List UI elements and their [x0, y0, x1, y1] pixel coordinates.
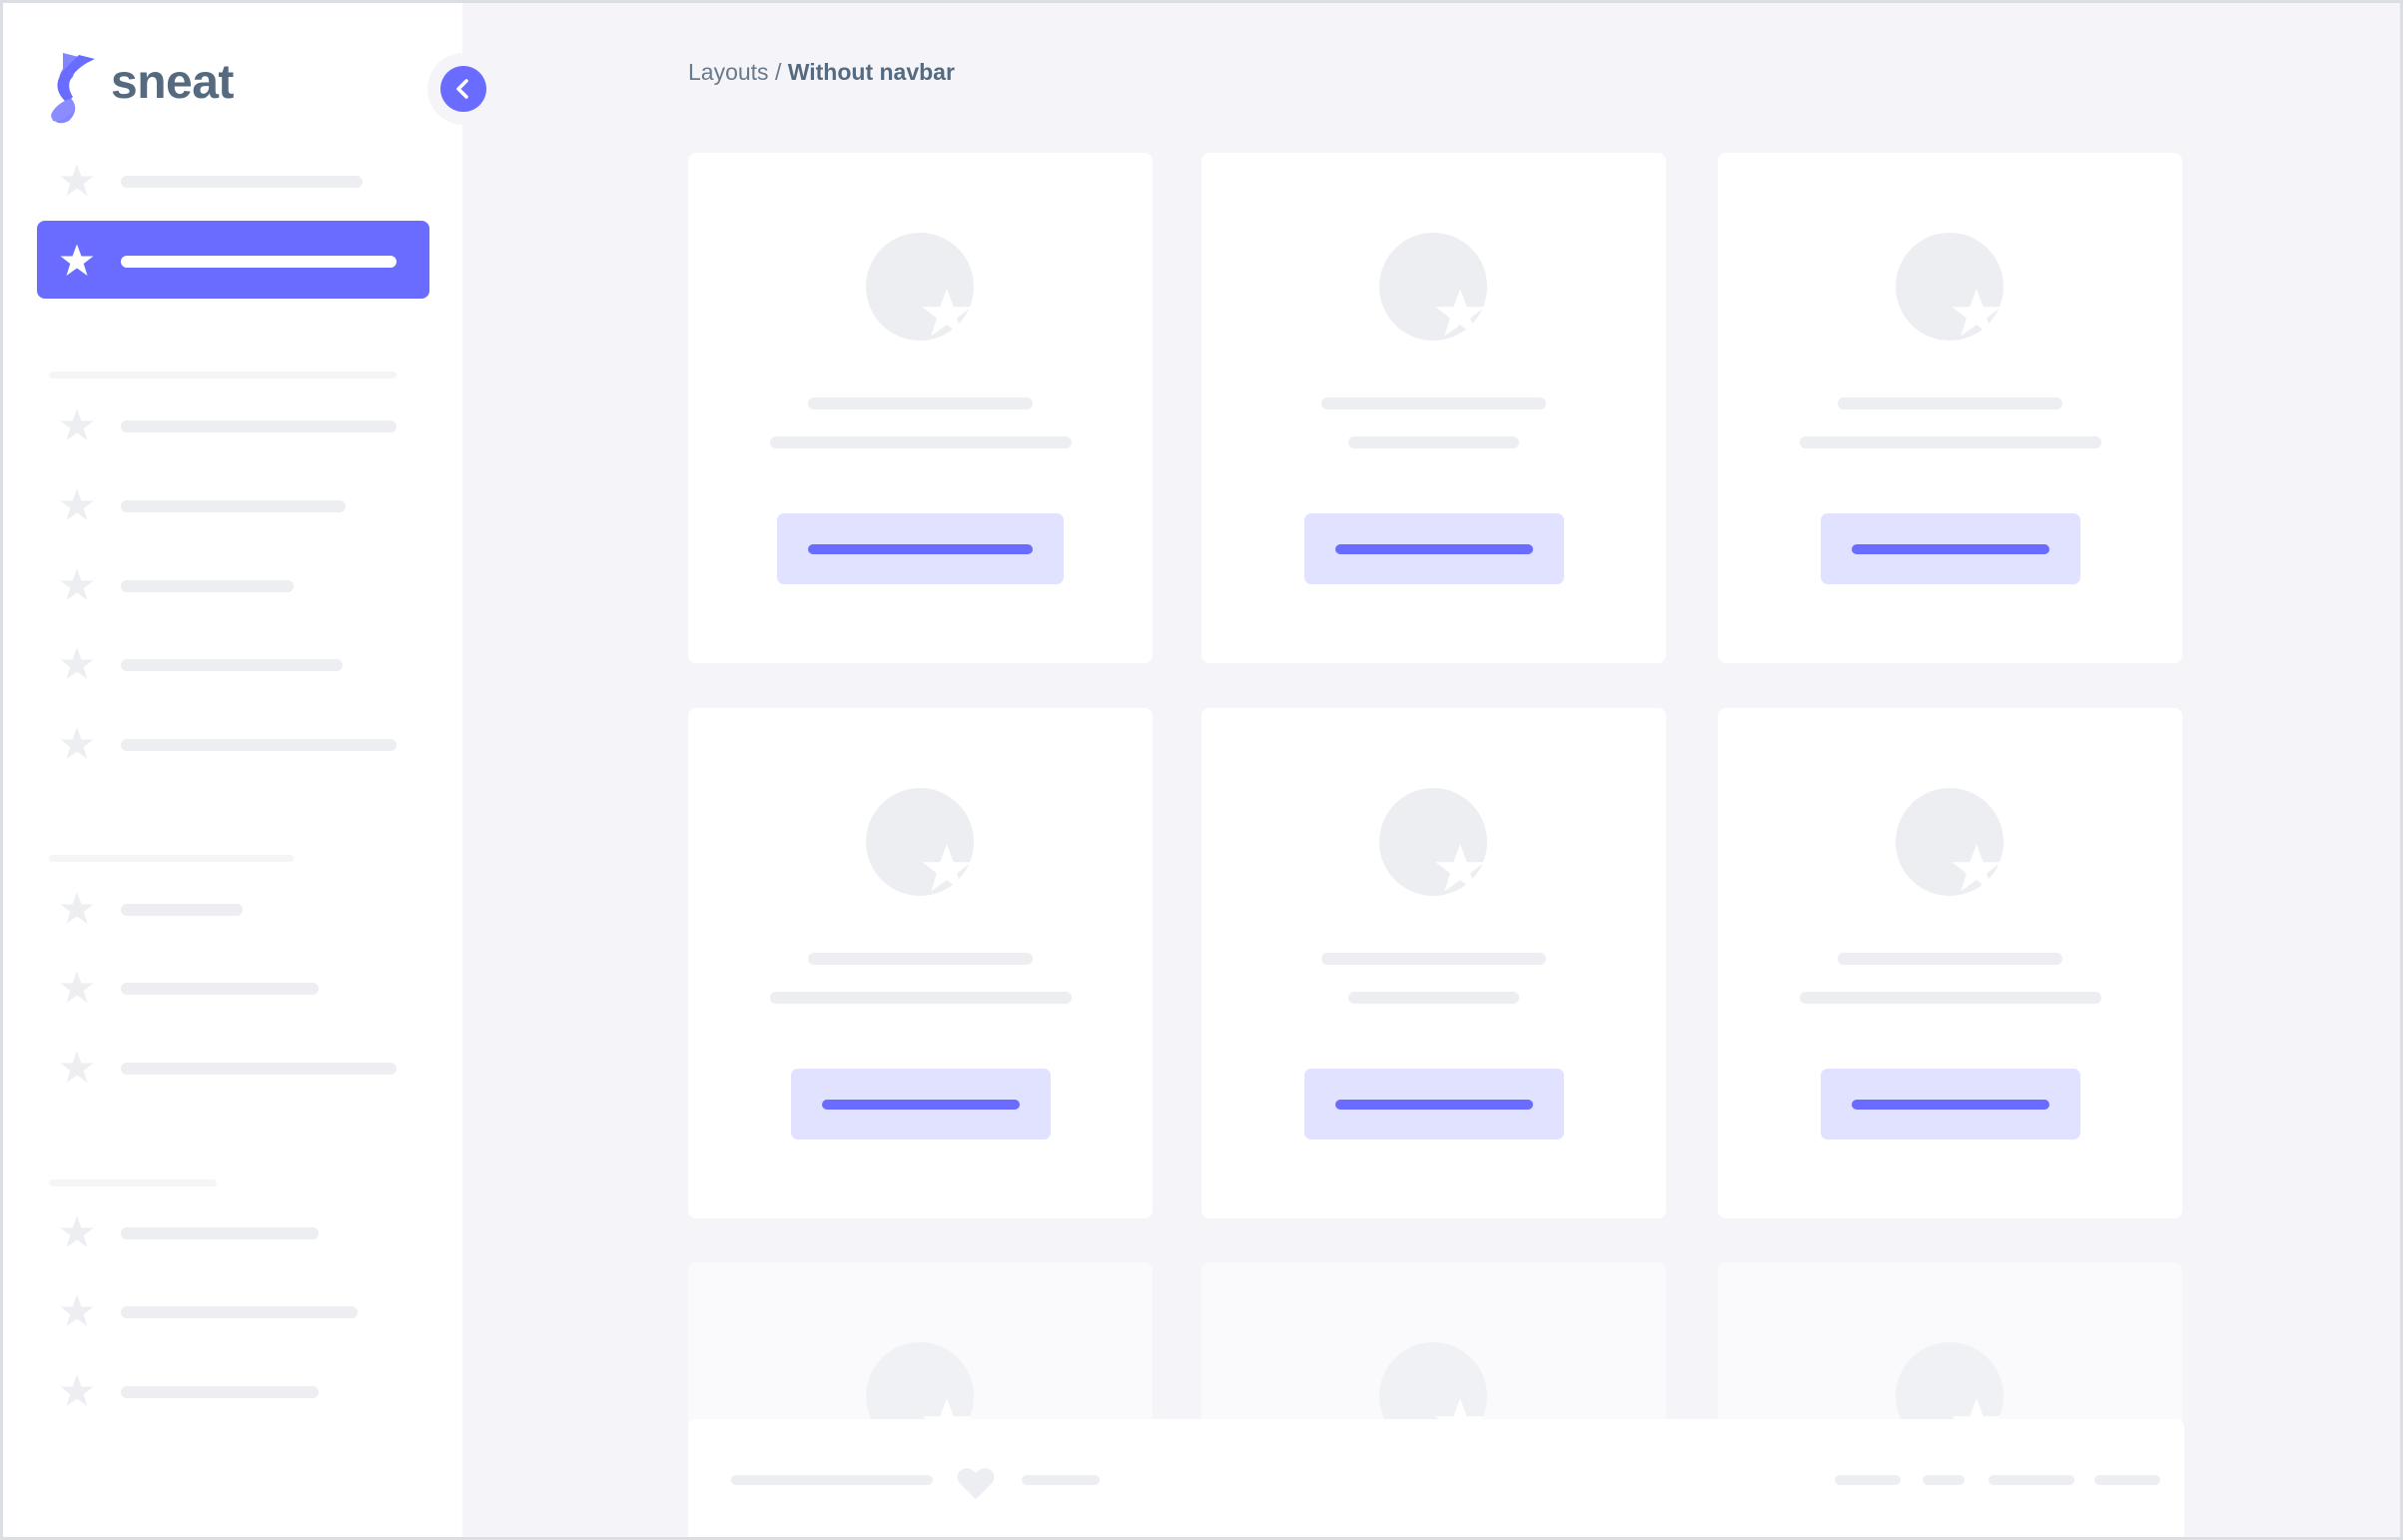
heart-icon — [956, 1465, 996, 1501]
sidebar-item-label — [121, 1063, 397, 1075]
star-icon — [59, 726, 95, 762]
footer — [688, 1419, 2184, 1537]
card-text-line — [1799, 992, 2101, 1004]
sidebar-item-label — [121, 176, 363, 188]
chevron-left-icon — [456, 79, 468, 99]
star-icon — [59, 1373, 95, 1409]
star-icon — [1433, 842, 1487, 896]
card-avatar — [1379, 788, 1487, 896]
star-icon — [59, 567, 95, 603]
star-icon — [1950, 842, 2003, 896]
card-text-line — [1348, 436, 1519, 448]
card-button[interactable] — [790, 1069, 1051, 1140]
breadcrumb-separator: / — [768, 59, 788, 85]
card-button-label — [1334, 544, 1533, 554]
sidebar-item-label — [121, 904, 243, 916]
card-text-line — [1348, 992, 1519, 1004]
logo-icon — [51, 53, 95, 124]
star-icon — [920, 287, 974, 341]
card-avatar — [866, 233, 974, 341]
card — [1718, 708, 2182, 1218]
footer-link[interactable] — [2094, 1475, 2160, 1485]
sidebar-item-label — [121, 1227, 319, 1239]
sidebar-item-label — [121, 500, 346, 512]
card — [688, 153, 1153, 663]
card-title-line — [1838, 953, 2062, 965]
sidebar-item-label — [121, 983, 319, 995]
sidebar-item-label — [121, 420, 397, 432]
card-button-label — [1851, 544, 2049, 554]
star-icon — [59, 163, 95, 199]
card-title-line — [1838, 397, 2062, 409]
star-icon — [59, 1214, 95, 1250]
star-icon — [59, 487, 95, 523]
card-title-line — [1321, 953, 1546, 965]
logo-text: sneat — [111, 56, 234, 109]
star-icon — [59, 243, 95, 279]
card-button-label — [1334, 1100, 1533, 1110]
section-divider — [49, 855, 294, 862]
sidebar: sneat — [3, 3, 462, 1537]
star-icon — [1433, 287, 1487, 341]
section-divider — [49, 1179, 217, 1186]
card-title-line — [808, 953, 1033, 965]
star-icon — [59, 970, 95, 1006]
card — [688, 708, 1153, 1218]
breadcrumb: Layouts / Without navbar — [688, 59, 955, 86]
star-icon — [1950, 287, 2003, 341]
sidebar-item-label — [121, 580, 294, 592]
footer-text — [731, 1475, 933, 1485]
star-icon — [59, 1293, 95, 1329]
card-title-line — [1321, 397, 1546, 409]
sidebar-item-label — [121, 1306, 358, 1318]
sidebar-collapse-button[interactable] — [440, 66, 486, 112]
star-icon — [59, 407, 95, 443]
section-divider — [49, 372, 397, 379]
card-avatar — [1896, 788, 2003, 896]
card-text-line — [769, 992, 1072, 1004]
logo[interactable] — [43, 49, 103, 125]
card-button-label — [808, 544, 1033, 554]
card-button[interactable] — [1303, 1069, 1564, 1140]
card-text-line — [769, 436, 1072, 448]
star-icon — [920, 842, 974, 896]
card — [1718, 153, 2182, 663]
card-avatar — [866, 788, 974, 896]
star-icon — [59, 646, 95, 682]
footer-text — [1022, 1475, 1100, 1485]
card — [1202, 153, 1666, 663]
breadcrumb-parent[interactable]: Layouts — [688, 59, 769, 85]
breadcrumb-current: Without navbar — [787, 59, 955, 85]
star-icon — [59, 1050, 95, 1086]
card-button[interactable] — [777, 513, 1064, 584]
footer-link[interactable] — [1923, 1475, 1965, 1485]
card-text-line — [1799, 436, 2101, 448]
sidebar-item-label — [121, 739, 397, 751]
sidebar-item-label — [121, 659, 343, 671]
card-button[interactable] — [1303, 513, 1564, 584]
footer-link[interactable] — [1835, 1475, 1901, 1485]
card-avatar — [1379, 233, 1487, 341]
app-window: sneat Layouts / Without navbar — [3, 3, 2400, 1537]
star-icon — [59, 891, 95, 927]
card-button[interactable] — [1820, 513, 2080, 584]
card-button-label — [1851, 1100, 2049, 1110]
card-title-line — [808, 397, 1033, 409]
sidebar-item-label — [121, 256, 397, 268]
card-button-label — [821, 1100, 1020, 1110]
card — [1202, 708, 1666, 1218]
card-avatar — [1896, 233, 2003, 341]
footer-link[interactable] — [1989, 1475, 2074, 1485]
sidebar-item-label — [121, 1386, 319, 1398]
card-button[interactable] — [1820, 1069, 2080, 1140]
